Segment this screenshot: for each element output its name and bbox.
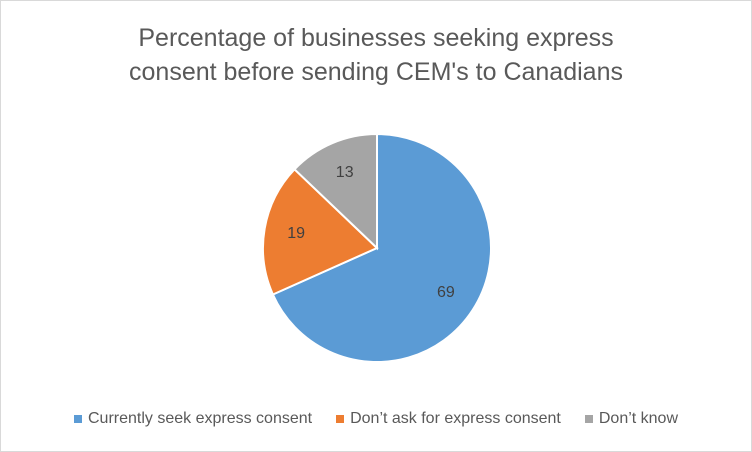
pie-slice-dont-know (293, 132, 378, 251)
legend-item-dont-ask: Don’t ask for express consent (336, 410, 561, 428)
data-label-currently-seek: 69 (437, 284, 455, 301)
legend-item-dont-know: Don’t know (584, 410, 679, 428)
legend-item-currently-seek: Currently seek express consent (73, 410, 313, 428)
legend-label-currently-seek: Currently seek express consent (87, 410, 313, 427)
legend-swatch-dont-ask (336, 415, 345, 423)
data-label-dont-ask: 19 (287, 225, 305, 242)
chart-legend: Currently seek express consent Don’t ask… (1, 410, 751, 428)
legend-swatch-dont-know (584, 415, 593, 423)
legend-label-dont-know: Don’t know (598, 410, 679, 427)
chart-title: Percentage of businesses seeking express… (129, 24, 623, 86)
data-label-dont-know: 13 (336, 164, 354, 181)
pie-slice-dont-ask (262, 167, 379, 296)
pie-slice-currently-seek (271, 132, 492, 363)
legend-label-dont-ask: Don’t ask for express consent (350, 410, 561, 427)
legend-swatch-currently-seek (73, 415, 82, 423)
